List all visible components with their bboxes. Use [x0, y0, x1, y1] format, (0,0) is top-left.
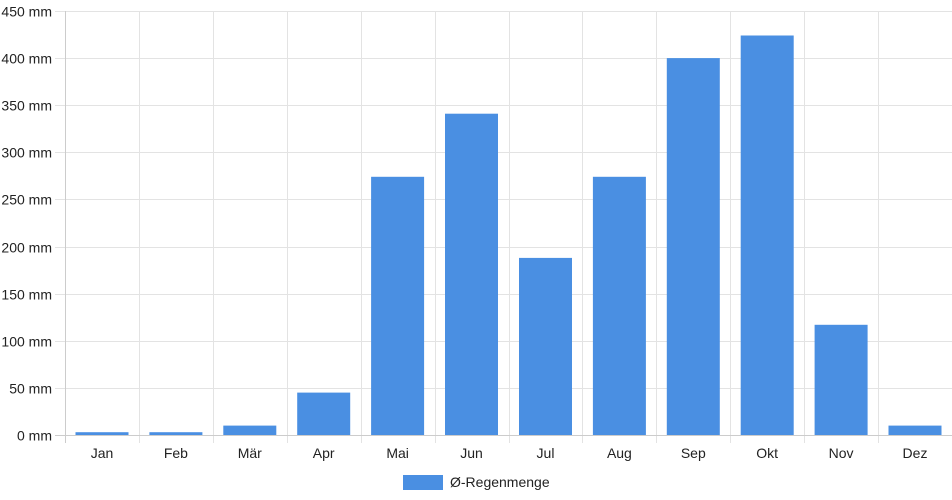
x-tick-label: Jun	[460, 445, 483, 461]
x-tick-label: Jan	[91, 445, 114, 461]
x-tick-label: Apr	[313, 445, 335, 461]
bar-jun[interactable]	[445, 113, 498, 435]
bar-sep[interactable]	[666, 58, 720, 435]
x-tick-label: Sep	[681, 445, 706, 461]
y-tick-label: 100 mm	[1, 334, 52, 350]
bar-dez[interactable]	[888, 425, 942, 435]
bar-nov[interactable]	[814, 324, 868, 435]
bar-jan[interactable]	[75, 432, 129, 435]
y-tick-label: 400 mm	[1, 51, 52, 67]
x-tick-label: Mai	[386, 445, 409, 461]
bar-aug[interactable]	[592, 176, 646, 436]
y-tick-label: 50 mm	[9, 381, 52, 397]
bar-jul[interactable]	[519, 257, 572, 435]
x-tick-label: Feb	[164, 445, 188, 461]
x-tick-label: Jul	[537, 445, 555, 461]
y-tick-label: 150 mm	[1, 287, 52, 303]
y-tick-label: 450 mm	[1, 4, 52, 20]
y-tick-label: 350 mm	[1, 98, 52, 114]
y-tick-label: 300 mm	[1, 145, 52, 161]
x-tick-label: Aug	[607, 445, 632, 461]
bar-series	[75, 35, 942, 436]
y-tick-label: 250 mm	[1, 192, 52, 208]
axes: 0 mm 50 mm 100 mm 150 mm 200 mm 250 mm 300 mm 3…	[1, 4, 952, 461]
x-tick-label: Mär	[238, 445, 262, 461]
bar-apr[interactable]	[297, 392, 351, 435]
y-tick-label: 0 mm	[17, 428, 52, 444]
bar-mär[interactable]	[223, 425, 277, 435]
bar-mai[interactable]	[371, 176, 425, 436]
x-tick-label: Okt	[756, 445, 778, 461]
x-tick-label: Dez	[903, 445, 928, 461]
x-tick-label: Nov	[829, 445, 854, 461]
legend[interactable]: Ø-Regenmenge	[403, 474, 550, 490]
bar-feb[interactable]	[149, 432, 203, 435]
bar-okt[interactable]	[740, 35, 794, 436]
y-tick-label: 200 mm	[1, 240, 52, 256]
legend-swatch[interactable]	[403, 475, 443, 490]
legend-label[interactable]: Ø-Regenmenge	[450, 474, 550, 490]
